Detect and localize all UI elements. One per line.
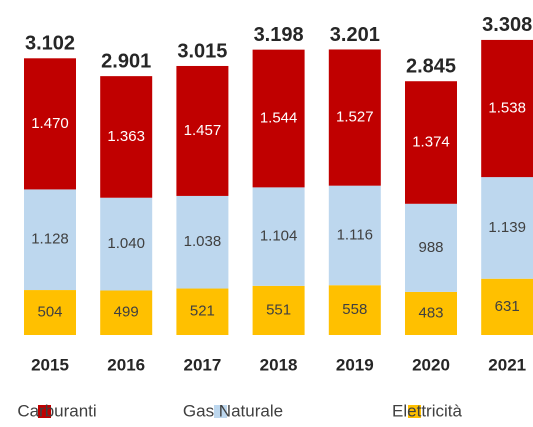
- total-label: 2.901: [101, 51, 151, 73]
- value-label: 558: [342, 301, 367, 318]
- bar-segment: [328, 285, 381, 335]
- total-label: 2.845: [406, 56, 456, 78]
- x-tick-label: 2021: [488, 355, 526, 374]
- x-tick-label: 2018: [260, 355, 298, 374]
- x-tick-label: 2016: [107, 355, 145, 374]
- bar-segment: [24, 58, 76, 190]
- bar-segment: [481, 39, 533, 178]
- value-label: 1.104: [260, 228, 298, 245]
- bar-segment: [176, 195, 229, 289]
- value-label: 1.038: [184, 233, 222, 250]
- value-label: 504: [37, 303, 62, 320]
- legend-label: Elettricità: [392, 401, 462, 420]
- bar-segment: [252, 187, 305, 286]
- bar-segment: [176, 65, 229, 196]
- bar-segment: [405, 203, 457, 292]
- bar-segment: [176, 288, 229, 335]
- value-label: 551: [266, 301, 291, 318]
- value-label: 1.527: [336, 109, 374, 126]
- value-label: 1.470: [31, 115, 69, 132]
- legend-label: Gas Naturale: [183, 401, 283, 420]
- bar-segment: [252, 285, 305, 335]
- value-label: 1.116: [337, 226, 373, 243]
- bar-segment: [481, 278, 533, 335]
- legend-swatch: [38, 405, 51, 418]
- value-label: 521: [190, 303, 215, 320]
- bar-segment: [405, 81, 457, 204]
- bar-segment: [24, 290, 76, 335]
- bar-segment: [481, 177, 533, 279]
- bar-segment: [252, 49, 305, 188]
- value-label: 1.139: [488, 219, 526, 236]
- x-tick-label: 2020: [412, 355, 450, 374]
- value-label: 1.457: [184, 122, 222, 139]
- value-label: 631: [495, 298, 520, 315]
- value-label: 988: [418, 239, 443, 256]
- value-label: 1.363: [107, 128, 145, 145]
- total-label: 3.015: [177, 40, 227, 62]
- value-label: 1.374: [412, 133, 450, 150]
- legend-swatch: [214, 405, 227, 418]
- bar-segment: [328, 185, 381, 286]
- value-label: 1.128: [31, 231, 69, 248]
- bar-segment: [100, 290, 153, 335]
- value-label: 1.040: [107, 235, 145, 252]
- x-tick-label: 2015: [31, 355, 69, 374]
- total-label: 3.102: [25, 33, 75, 55]
- value-label: 1.538: [488, 99, 526, 116]
- total-label: 3.198: [254, 24, 304, 46]
- bar-segment: [405, 291, 457, 335]
- legend-swatch: [408, 405, 421, 418]
- bar-segment: [100, 76, 153, 198]
- bar-segment: [328, 49, 381, 186]
- total-label: 3.201: [330, 24, 380, 46]
- value-label: 1.544: [260, 109, 298, 126]
- x-tick-label: 2017: [183, 355, 221, 374]
- bar-segment: [24, 189, 76, 291]
- bar-segment: [100, 197, 153, 291]
- x-tick-label: 2019: [336, 355, 374, 374]
- value-label: 499: [114, 304, 139, 321]
- legend-label: Carburanti: [17, 401, 96, 420]
- total-label: 3.308: [482, 14, 532, 36]
- value-label: 483: [418, 304, 443, 321]
